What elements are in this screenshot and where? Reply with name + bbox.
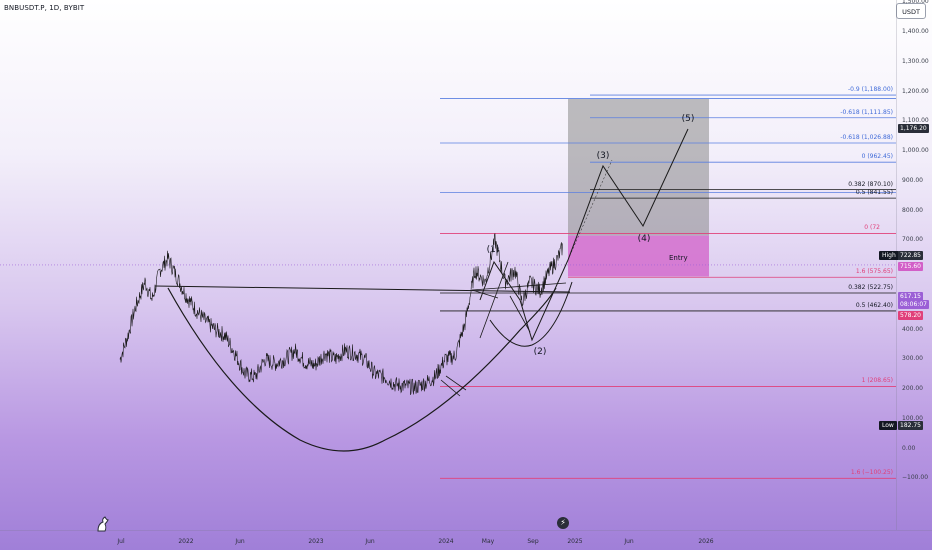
price-tick: 300.00	[902, 355, 923, 363]
handle-channel	[471, 282, 567, 333]
impulse-leg	[479, 261, 509, 339]
low-price-label: 182.75	[898, 421, 923, 430]
flag-pattern	[440, 375, 467, 397]
price-series	[119, 233, 563, 396]
low-tag: Low	[879, 421, 897, 430]
fib-level-label: 1 (208.65)	[861, 377, 893, 385]
wave-2-label: (2)	[533, 347, 547, 357]
price-tick: 100.00	[902, 414, 923, 422]
high-price-label: 722.85	[898, 251, 923, 260]
time-tick: Sep	[527, 538, 539, 545]
wave-1-label: (1)	[486, 245, 500, 255]
elliott-wave-path	[479, 128, 689, 342]
time-tick: Jun	[235, 538, 245, 545]
symbol-title: BNBUSDT.P, 1D, BYBIT	[4, 4, 85, 12]
target-zone	[568, 98, 709, 236]
price-tick: 1,500.00	[902, 0, 929, 6]
price-tick: 1,100.00	[902, 117, 929, 125]
fib-level-label: 0.382 (522.75)	[848, 283, 893, 291]
handle-curve	[489, 281, 573, 347]
price-tick: 1,300.00	[902, 57, 929, 65]
wave-3-label: (3)	[596, 151, 610, 161]
time-tick: Jun	[624, 538, 634, 545]
price-tick: 900.00	[902, 176, 923, 184]
price-tick: 1,400.00	[902, 28, 929, 35]
current-price-label: 617.15	[898, 292, 923, 301]
price-tick: 200.00	[902, 385, 923, 392]
fib-level-label: -0.618 (1,026.88)	[840, 134, 893, 141]
time-tick: May	[481, 538, 495, 545]
entry-label: Entry	[669, 254, 688, 262]
wave-5-label: (5)	[681, 114, 695, 124]
fib-level-label: 0.5 (462.40)	[855, 301, 893, 309]
fib-level-label: 0 (72	[864, 224, 880, 232]
stop-price-label: 578.20	[898, 311, 923, 320]
price-tick: 400.00	[902, 325, 923, 333]
fib-level-label: -0.618 (1,111.85)	[840, 108, 893, 116]
price-tick: 0.00	[902, 444, 916, 452]
price-tick: −100.00	[902, 474, 929, 482]
time-tick: 2026	[698, 538, 714, 545]
lightning-icon[interactable]: ⚡	[557, 517, 569, 529]
time-tick: Jul	[117, 538, 125, 545]
time-tick: 2025	[567, 538, 583, 545]
fib-level-label: 0.382 (870.10)	[848, 180, 893, 188]
time-tick: Jun	[365, 538, 375, 545]
currency-button[interactable]: USDT	[896, 3, 926, 19]
entry-zone	[568, 235, 709, 277]
fib-level-label: 0 (962.45)	[861, 153, 893, 161]
price-tick: 1,000.00	[902, 147, 929, 154]
time-axis-divider	[0, 530, 932, 531]
fib-level-label: 1.6 (575.65)	[855, 268, 893, 276]
wave-4-label: (4)	[637, 234, 651, 244]
price-tick: 800.00	[902, 206, 923, 214]
time-tick: 2022	[178, 538, 194, 545]
neckline	[154, 285, 571, 293]
entry-price-label: 715.60	[898, 262, 923, 271]
time-tick: 2024	[438, 538, 454, 545]
countdown-label: 08:06:07	[898, 300, 929, 309]
cup-curve	[167, 287, 557, 452]
time-tick: 2023	[308, 538, 324, 545]
target-top-price-label: 1,176.20	[898, 124, 929, 133]
price-tick: 700.00	[902, 236, 923, 244]
price-axis-divider	[896, 0, 897, 530]
fib-level-label: -0.9 (1,188.00)	[847, 86, 893, 94]
tradingview-logo-icon	[96, 516, 110, 536]
fib-level-label: 1.6 (−100.25)	[850, 469, 893, 477]
fib-level-label: 0.5 (841.55)	[855, 189, 893, 197]
high-tag: High	[879, 251, 899, 260]
price-tick: 1,200.00	[902, 87, 929, 95]
